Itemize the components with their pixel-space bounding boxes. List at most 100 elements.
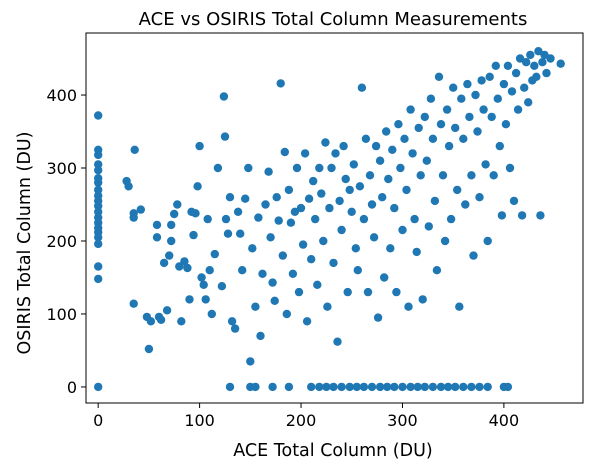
data-point xyxy=(453,185,462,195)
x-tick-label: 300 xyxy=(387,411,418,430)
data-point xyxy=(352,382,361,392)
data-point xyxy=(251,382,260,392)
data-point xyxy=(205,266,214,275)
data-point xyxy=(175,262,184,271)
data-point xyxy=(434,72,444,82)
data-point xyxy=(298,240,308,249)
data-point xyxy=(266,233,275,242)
data-point xyxy=(264,167,273,176)
data-point xyxy=(223,229,233,238)
data-point xyxy=(359,214,369,224)
data-point xyxy=(183,263,192,273)
data-point xyxy=(94,382,103,392)
data-point xyxy=(156,315,166,324)
y-tick-label: 400 xyxy=(46,86,77,105)
data-point xyxy=(422,156,431,165)
data-point xyxy=(522,58,531,67)
data-point xyxy=(323,302,332,311)
x-tick-label: 400 xyxy=(489,411,520,430)
data-point xyxy=(410,214,419,224)
data-point xyxy=(317,189,326,198)
data-point xyxy=(520,83,529,92)
data-point xyxy=(292,163,302,173)
data-point xyxy=(94,185,103,195)
data-point xyxy=(280,147,289,157)
data-point xyxy=(94,111,103,120)
data-point xyxy=(375,156,385,165)
x-axis-label: ACE Total Column (DU) xyxy=(233,441,432,461)
data-point xyxy=(538,58,547,67)
data-point xyxy=(343,287,352,297)
data-point xyxy=(201,295,210,304)
data-point xyxy=(394,120,403,129)
data-point xyxy=(503,61,513,70)
data-point xyxy=(463,79,472,89)
data-point xyxy=(173,200,182,209)
data-point xyxy=(546,54,555,63)
data-point xyxy=(217,282,227,291)
data-point xyxy=(219,92,229,101)
data-point xyxy=(534,47,543,56)
data-point xyxy=(94,207,103,216)
data-point xyxy=(440,236,450,246)
data-point xyxy=(515,54,525,63)
data-point xyxy=(167,220,176,230)
data-point xyxy=(129,299,138,308)
data-point xyxy=(94,178,103,187)
data-point xyxy=(94,262,103,271)
data-point xyxy=(322,382,331,392)
data-point xyxy=(347,207,356,216)
data-point xyxy=(406,382,415,392)
data-point xyxy=(274,216,283,225)
data-point xyxy=(383,382,392,392)
data-point xyxy=(359,382,369,392)
data-point xyxy=(210,249,219,259)
data-point xyxy=(479,105,488,114)
data-point xyxy=(329,382,338,392)
data-point xyxy=(459,134,468,143)
data-point xyxy=(375,382,385,392)
data-point xyxy=(341,174,350,184)
data-point xyxy=(485,72,494,82)
data-point xyxy=(455,302,464,311)
data-point xyxy=(307,382,316,392)
data-point xyxy=(284,382,294,392)
data-point xyxy=(225,193,235,202)
data-point xyxy=(420,382,429,392)
data-point xyxy=(94,239,103,249)
data-point xyxy=(511,68,521,78)
data-point xyxy=(180,257,189,266)
x-tick-label: 200 xyxy=(286,411,317,430)
data-point xyxy=(465,112,474,122)
data-point xyxy=(282,309,291,319)
points-layer xyxy=(94,47,565,392)
data-point xyxy=(162,306,172,315)
data-point xyxy=(481,160,490,169)
data-point xyxy=(530,61,539,70)
data-point xyxy=(499,79,509,89)
data-point xyxy=(197,273,206,282)
data-point xyxy=(355,182,365,191)
data-point xyxy=(536,211,545,220)
data-point xyxy=(159,258,169,268)
data-point xyxy=(337,382,346,392)
data-point xyxy=(390,203,399,213)
data-point xyxy=(493,94,502,103)
data-point xyxy=(94,274,103,284)
plot-frame xyxy=(85,32,584,404)
data-point xyxy=(129,213,138,222)
data-point xyxy=(254,213,263,222)
data-point xyxy=(300,149,310,158)
data-point xyxy=(258,269,267,278)
data-point xyxy=(189,230,198,240)
data-point xyxy=(276,79,285,88)
data-point xyxy=(446,214,456,224)
data-point xyxy=(94,201,103,211)
data-point xyxy=(307,255,316,264)
x-axis-ticks: 0 100 200 300 400 xyxy=(93,403,519,430)
data-point xyxy=(501,120,511,129)
data-point xyxy=(335,196,344,206)
data-point xyxy=(556,59,565,68)
data-point xyxy=(207,309,216,319)
